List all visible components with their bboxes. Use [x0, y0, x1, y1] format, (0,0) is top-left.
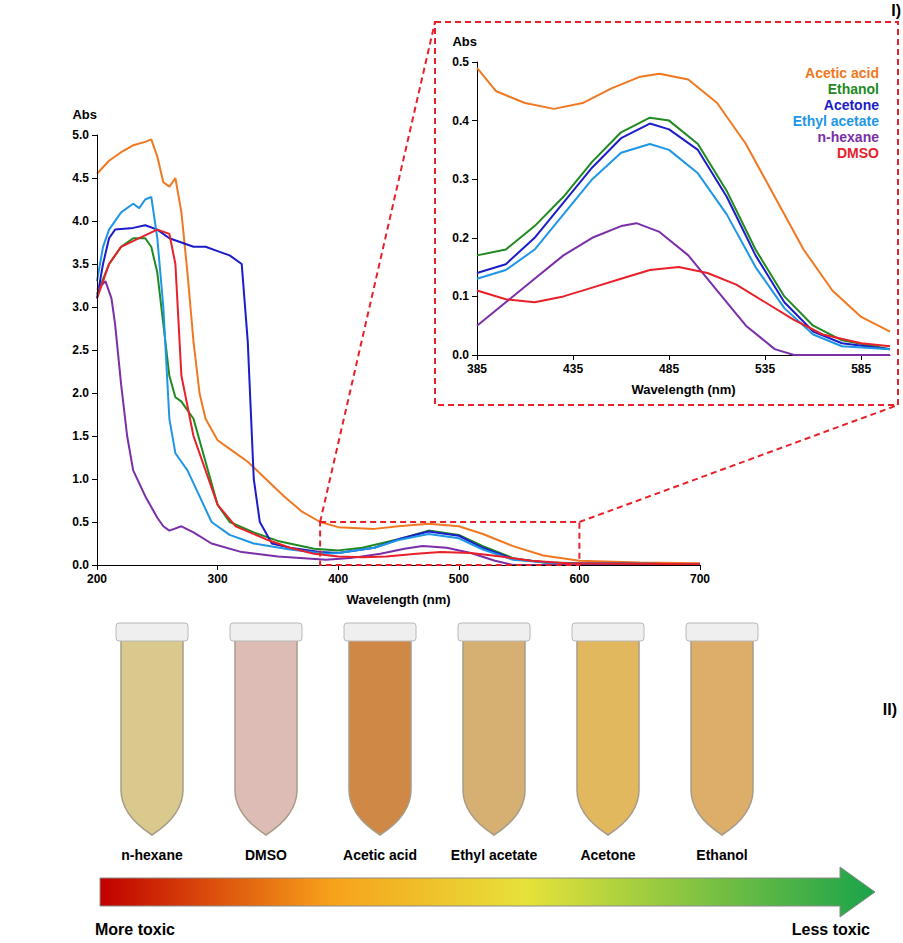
- svg-text:2.5: 2.5: [72, 343, 89, 357]
- svg-text:385: 385: [467, 362, 487, 376]
- svg-text:Ethanol: Ethanol: [696, 847, 747, 863]
- svg-text:n-hexane: n-hexane: [818, 129, 880, 145]
- svg-text:700: 700: [690, 572, 710, 586]
- svg-text:0.0: 0.0: [452, 348, 469, 362]
- svg-text:II): II): [883, 701, 897, 718]
- svg-text:Ethanol: Ethanol: [828, 81, 879, 97]
- svg-text:Less toxic: Less toxic: [792, 921, 870, 938]
- svg-text:3.5: 3.5: [72, 257, 89, 271]
- svg-text:300: 300: [208, 572, 228, 586]
- svg-text:Ethyl acetate: Ethyl acetate: [793, 113, 880, 129]
- svg-text:Acetic acid: Acetic acid: [343, 847, 417, 863]
- svg-text:500: 500: [449, 572, 469, 586]
- svg-text:1.0: 1.0: [72, 472, 89, 486]
- svg-text:485: 485: [659, 362, 679, 376]
- svg-text:I): I): [891, 2, 901, 19]
- svg-text:0.5: 0.5: [72, 515, 89, 529]
- svg-text:200: 200: [87, 572, 107, 586]
- svg-text:1.5: 1.5: [72, 429, 89, 443]
- svg-text:0.5: 0.5: [452, 55, 469, 69]
- svg-text:435: 435: [563, 362, 583, 376]
- svg-text:Abs: Abs: [452, 34, 477, 49]
- svg-text:0.0: 0.0: [72, 558, 89, 572]
- svg-text:4.5: 4.5: [72, 171, 89, 185]
- svg-text:More toxic: More toxic: [95, 921, 175, 938]
- svg-text:2.0: 2.0: [72, 386, 89, 400]
- svg-text:585: 585: [851, 362, 871, 376]
- svg-text:Acetic acid: Acetic acid: [805, 65, 879, 81]
- svg-text:Ethyl acetate: Ethyl acetate: [451, 847, 538, 863]
- svg-text:Wavelength (nm): Wavelength (nm): [631, 382, 735, 397]
- svg-text:600: 600: [569, 572, 589, 586]
- svg-text:Abs: Abs: [72, 107, 97, 122]
- svg-text:0.3: 0.3: [452, 172, 469, 186]
- svg-text:0.4: 0.4: [452, 114, 469, 128]
- svg-text:DMSO: DMSO: [245, 847, 287, 863]
- svg-text:4.0: 4.0: [72, 214, 89, 228]
- svg-text:400: 400: [328, 572, 348, 586]
- svg-text:3.0: 3.0: [72, 300, 89, 314]
- svg-text:0.2: 0.2: [452, 231, 469, 245]
- svg-text:DMSO: DMSO: [837, 145, 879, 161]
- svg-text:0.1: 0.1: [452, 289, 469, 303]
- svg-text:5.0: 5.0: [72, 128, 89, 142]
- svg-text:Wavelength (nm): Wavelength (nm): [346, 592, 450, 607]
- svg-text:n-hexane: n-hexane: [121, 847, 183, 863]
- svg-text:Acetone: Acetone: [580, 847, 635, 863]
- svg-text:535: 535: [755, 362, 775, 376]
- svg-text:Acetone: Acetone: [824, 97, 879, 113]
